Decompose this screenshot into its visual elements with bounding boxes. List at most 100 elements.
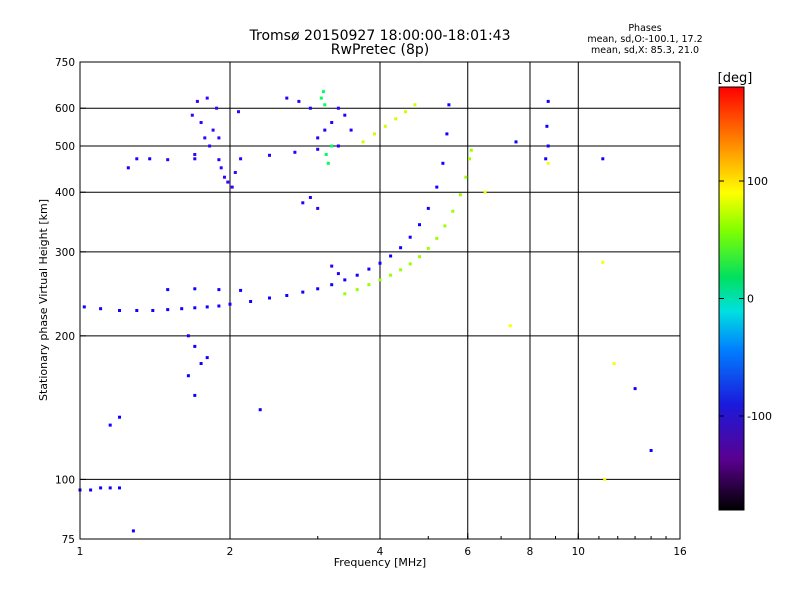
y-tick-label: 75 <box>62 534 75 546</box>
data-point <box>301 290 305 294</box>
data-point <box>445 132 449 136</box>
x-tick-label: 2 <box>227 546 234 558</box>
data-point <box>301 201 305 205</box>
data-point <box>349 128 353 132</box>
grid-lines <box>80 62 680 539</box>
data-point <box>190 113 194 117</box>
data-point <box>441 161 445 165</box>
axis-ticks: 1 2 4 6 8 10 16 75 100 200 300 400 500 600 750 <box>55 57 687 558</box>
data-point <box>603 477 607 481</box>
data-point <box>308 106 312 110</box>
data-point <box>316 147 320 151</box>
data-point <box>118 415 121 419</box>
data-point <box>324 153 328 156</box>
data-point <box>180 307 184 311</box>
data-point <box>418 255 421 259</box>
data-point <box>546 99 550 103</box>
data-point <box>166 158 170 162</box>
data-point <box>297 99 301 103</box>
x-tick-label: 10 <box>572 546 585 558</box>
data-point <box>343 292 347 296</box>
data-point <box>285 294 289 297</box>
data-point <box>205 96 209 100</box>
data-point <box>418 223 421 227</box>
x-axis-label: Frequency [MHz] <box>334 556 426 569</box>
data-point <box>293 150 297 154</box>
data-point <box>601 157 605 161</box>
data-points <box>78 90 653 533</box>
data-point <box>193 157 197 161</box>
data-point <box>458 193 462 197</box>
data-point <box>426 246 430 250</box>
data-point <box>336 144 340 148</box>
data-point <box>378 278 382 282</box>
data-point <box>217 288 221 292</box>
data-point <box>336 106 340 110</box>
y-tick-label: 600 <box>55 103 75 115</box>
data-point <box>217 158 221 162</box>
data-point <box>330 121 334 124</box>
data-point <box>319 96 323 100</box>
data-point <box>435 236 439 240</box>
data-point <box>601 260 605 264</box>
data-point <box>230 185 234 189</box>
stats-x-mode: mean, sd,X: 85.3, 21.0 <box>591 45 699 56</box>
data-point <box>205 305 209 309</box>
chart-subtitle: RwPretec (8p) <box>331 42 429 58</box>
data-point <box>118 486 121 490</box>
data-point <box>545 124 549 128</box>
data-point <box>108 423 112 427</box>
data-point <box>355 273 359 277</box>
data-point <box>195 99 199 103</box>
data-point <box>108 486 112 490</box>
data-point <box>343 278 347 282</box>
data-point <box>612 362 616 365</box>
data-point <box>447 103 451 107</box>
data-point <box>468 157 471 161</box>
colorbar-tick-label: 0 <box>747 293 754 306</box>
data-point <box>199 362 203 365</box>
data-point <box>404 110 407 114</box>
data-point <box>208 144 212 148</box>
data-point <box>249 300 253 303</box>
data-point <box>193 306 197 310</box>
data-point <box>268 153 271 157</box>
colorbar-tick-label: 100 <box>747 175 768 188</box>
data-point <box>148 157 152 161</box>
x-tick-label: 4 <box>377 546 384 558</box>
data-point <box>223 175 226 179</box>
data-point <box>316 136 320 140</box>
data-point <box>408 262 412 266</box>
colorbar-ticks: 100 0 -100 <box>719 175 772 423</box>
data-point <box>135 309 139 312</box>
data-point <box>99 307 103 311</box>
data-point <box>649 449 653 452</box>
data-point <box>469 148 473 152</box>
data-point <box>483 190 487 194</box>
y-tick-label: 500 <box>55 141 75 153</box>
data-point <box>323 103 327 107</box>
data-point <box>355 288 359 292</box>
data-point <box>226 180 230 184</box>
data-point <box>367 267 371 271</box>
data-point <box>373 132 376 136</box>
data-point <box>451 209 455 213</box>
chart-title: Tromsø 20150927 18:00:00-18:01:43 <box>249 28 511 44</box>
data-point <box>330 144 334 148</box>
data-point <box>268 296 271 300</box>
data-point <box>323 128 327 132</box>
data-point <box>239 288 243 292</box>
x-tick-label: 8 <box>527 546 534 558</box>
y-tick-label: 200 <box>55 331 75 343</box>
data-point <box>217 304 221 308</box>
data-point <box>326 161 330 165</box>
data-point <box>151 309 155 312</box>
data-point <box>330 264 334 268</box>
data-point <box>199 121 203 124</box>
stats-o-mode: mean, sd,O:-100.1, 17.2 <box>587 34 702 45</box>
colorbar-label: [deg] <box>718 71 753 86</box>
data-point <box>367 283 371 287</box>
x-tick-label: 6 <box>464 546 471 558</box>
data-point <box>389 273 393 277</box>
